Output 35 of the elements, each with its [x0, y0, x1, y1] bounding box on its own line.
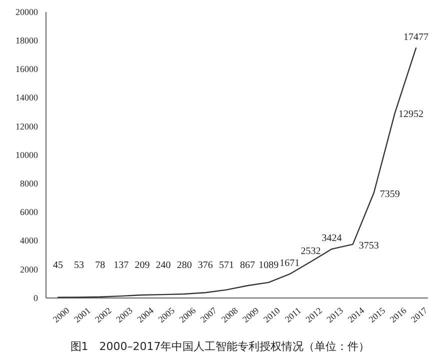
text: 图1 2000–2017年中国人工智能专利授权情况（单位：件） [70, 340, 370, 353]
y-tick-label: 18000 [16, 35, 38, 46]
y-tick-label: 0 [34, 292, 38, 303]
y-tick-label: 20000 [16, 6, 38, 17]
x-tick-label: 2009 [240, 305, 262, 325]
data-label: 2532 [300, 246, 321, 257]
y-tick-label: 10000 [16, 150, 38, 160]
data-label: 376 [198, 260, 213, 271]
data-label: 3424 [322, 233, 342, 244]
y-tick-label: 8000 [20, 178, 38, 188]
data-label: 17477 [404, 32, 428, 44]
data-label: 280 [176, 260, 192, 271]
y-tick-label: 16000 [16, 64, 38, 74]
data-label: 240 [156, 260, 171, 271]
x-tick-label: 2011 [282, 305, 303, 324]
x-tick-label: 2012 [304, 305, 324, 325]
data-label: 53 [74, 260, 84, 271]
y-tick-label: 12000 [16, 121, 38, 132]
y-tick-label: 2000 [20, 264, 38, 274]
y-tick-label: 4000 [20, 236, 38, 246]
data-label: 571 [218, 260, 234, 271]
data-label: 1089 [258, 260, 279, 271]
data-label: 137 [114, 260, 129, 271]
data-label: 78 [95, 260, 106, 271]
x-tick-label: 2002 [93, 305, 114, 325]
y-tick-label: 6000 [20, 207, 38, 218]
x-tick-label: 2001 [72, 305, 92, 325]
data-label: 867 [240, 260, 256, 271]
data-label: 12952 [398, 108, 424, 120]
data-label: 45 [53, 260, 63, 271]
data-label: 209 [134, 260, 150, 271]
data-label: 3753 [358, 240, 379, 252]
y-tick-label: 14000 [16, 92, 38, 103]
data-label: 1671 [280, 258, 300, 270]
data-label: 7359 [380, 188, 400, 200]
